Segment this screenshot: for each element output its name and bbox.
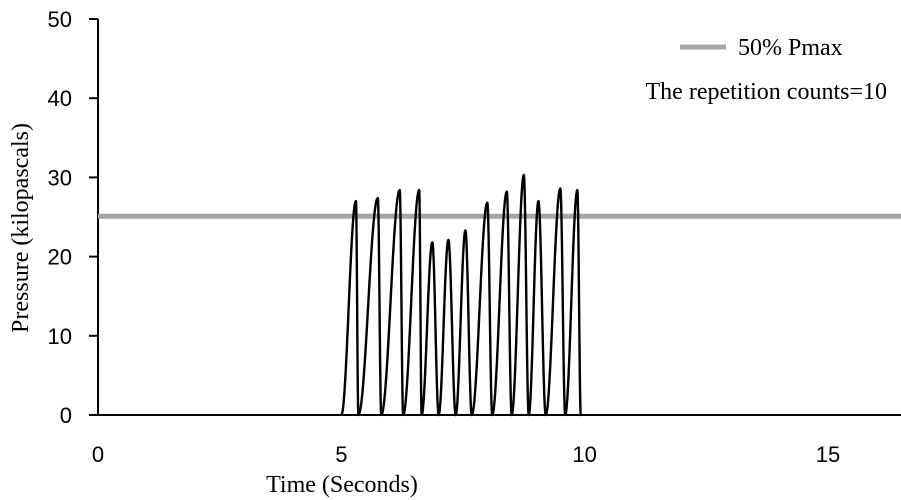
x-axis-title: Time (Seconds) — [266, 472, 418, 498]
legend: 50% Pmax The repetition counts=10 — [646, 35, 887, 105]
axes: 0 10 20 30 40 50 0 5 10 15 — [48, 7, 901, 467]
x-tick-label: 0 — [92, 442, 104, 467]
y-tick-label: 30 — [48, 165, 72, 190]
legend-note-repetitions: The repetition counts=10 — [646, 79, 887, 105]
y-tick-label: 50 — [48, 7, 72, 32]
y-tick-label: 10 — [48, 324, 72, 349]
y-tick-label: 0 — [60, 403, 72, 428]
legend-label-50-pmax: 50% Pmax — [738, 35, 843, 61]
pressure-traces — [340, 173, 583, 417]
y-axis-title: Pressure (kilopascals) — [8, 123, 34, 333]
y-tick-label: 20 — [48, 245, 72, 270]
x-tick-label: 5 — [335, 442, 347, 467]
y-tick-label: 40 — [48, 86, 72, 111]
x-tick-label: 15 — [816, 442, 840, 467]
pressure-trace-line — [340, 173, 583, 417]
x-tick-label: 10 — [572, 442, 596, 467]
